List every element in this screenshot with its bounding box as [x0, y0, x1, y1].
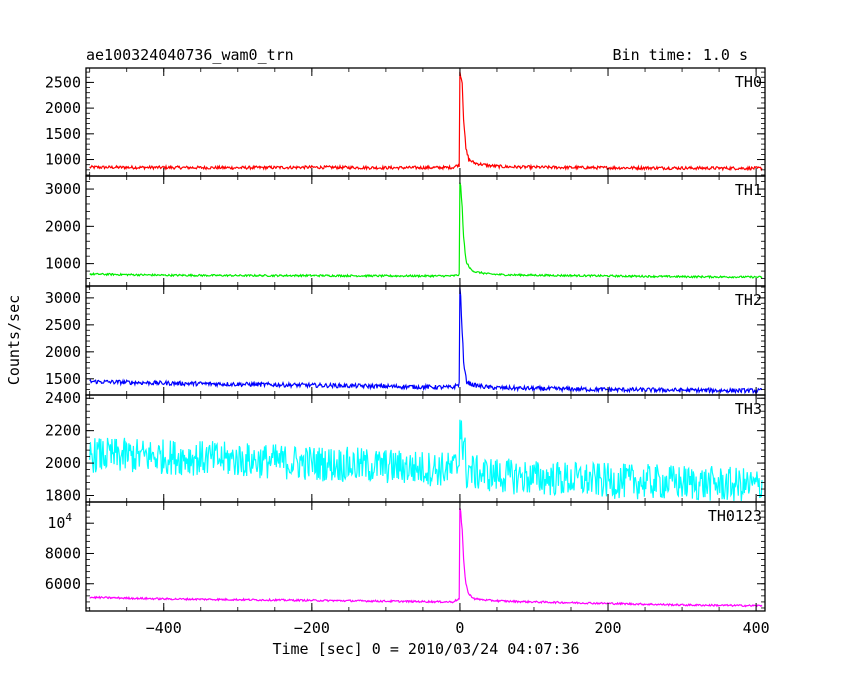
panel-label-th0123: TH0123	[708, 507, 762, 525]
y-tick-label-th1-3000: 3000	[45, 180, 81, 198]
y-tick-label-th1-2000: 2000	[45, 217, 81, 235]
y-tick-label-th0-1000: 1000	[45, 151, 81, 169]
panel-frame-th0	[85, 67, 766, 177]
y-tick-label-th2-2500: 2500	[45, 316, 81, 334]
x-tick-label--200: −200	[294, 619, 330, 637]
x-tick-label-0: 0	[455, 619, 464, 637]
y-tick-label-th3-2400: 2400	[45, 389, 81, 407]
y-tick-label-th3-2000: 2000	[45, 454, 81, 472]
y-axis-label: Counts/sec	[5, 294, 23, 386]
y-tick-label-th3-2200: 2200	[45, 422, 81, 440]
y-tick-label-th2-2000: 2000	[45, 343, 81, 361]
x-tick-label-400: 400	[743, 619, 770, 637]
y-tick-label-th3-1800: 1800	[45, 487, 81, 505]
series-line-th1	[89, 182, 763, 280]
panel-label-th0: TH0	[735, 73, 762, 91]
panel-frame-th1	[85, 175, 766, 287]
chart-title: ae100324040736_wam0_trn	[86, 46, 294, 64]
y-tick-label-th0-1500: 1500	[45, 125, 81, 143]
panel-label-th3: TH3	[735, 400, 762, 418]
series-line-th0	[89, 71, 763, 172]
panel-label-th2: TH2	[735, 291, 762, 309]
y-tick-label-th0123-8000: 8000	[45, 544, 81, 562]
series-line-th3	[89, 419, 763, 502]
y-tick-label-th0123-6000: 6000	[45, 575, 81, 593]
y-tick-label-th2-1500: 1500	[45, 370, 81, 388]
panel-frame-th0123	[85, 501, 766, 612]
series-line-th2	[89, 287, 763, 395]
panel-frame-th2	[85, 285, 766, 396]
x-axis-label: Time [sec] 0 = 2010/03/24 04:07:36	[272, 640, 580, 658]
series-line-th0123	[89, 507, 763, 608]
y-tick-label-th2-3000: 3000	[45, 289, 81, 307]
y-tick-label-th1-1000: 1000	[45, 255, 81, 273]
x-tick-label-200: 200	[594, 619, 621, 637]
bin-time-label: Bin time: 1.0 s	[612, 46, 748, 64]
y-tick-label-th0-2000: 2000	[45, 99, 81, 117]
y-tick-label-th0123-10000: 104	[47, 511, 72, 532]
y-tick-label-th0-2500: 2500	[45, 73, 81, 91]
panel-label-th1: TH1	[735, 181, 762, 199]
x-tick-label--400: −400	[146, 619, 182, 637]
